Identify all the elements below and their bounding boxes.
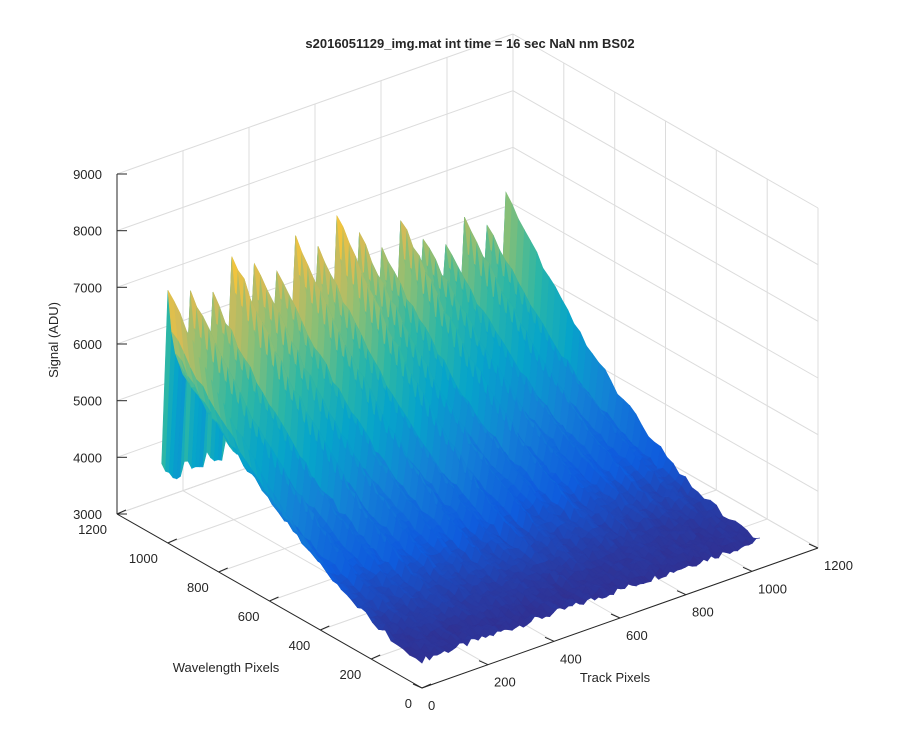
y-tick-label: 1200 <box>78 522 107 537</box>
surface-patch <box>749 537 760 540</box>
x-tick-mark <box>478 660 489 666</box>
tick-labels: 3000400050006000700080009000020040060080… <box>73 167 853 713</box>
grid-line <box>512 146 819 322</box>
z-tick-label: 6000 <box>73 337 102 352</box>
x-tick-mark <box>676 590 687 596</box>
grid-line <box>116 146 514 288</box>
y-tick-mark <box>421 683 432 689</box>
y-tick-mark <box>370 654 381 660</box>
surface-mesh <box>161 191 760 664</box>
x-tick-mark <box>544 636 555 642</box>
grid-line <box>512 90 819 266</box>
grid-line <box>512 203 819 379</box>
x-tick-label: 0 <box>428 698 435 713</box>
y-tick-label: 1000 <box>129 551 158 566</box>
z-tick-label: 4000 <box>73 450 102 465</box>
y-tick-mark <box>269 596 279 602</box>
y-tick-label: 600 <box>238 609 260 624</box>
grid-line <box>116 33 514 175</box>
x-tick-mark <box>412 683 423 689</box>
grid-line <box>116 90 514 232</box>
x-tick-mark <box>808 543 819 549</box>
x-tick-label: 400 <box>560 651 582 666</box>
y-tick-mark <box>167 538 178 544</box>
z-tick-label: 8000 <box>73 224 102 239</box>
x-tick-mark <box>610 613 621 619</box>
z-tick-label: 3000 <box>73 507 102 522</box>
z-axis-label: Signal (ADU) <box>46 302 61 378</box>
x-axis-label: Track Pixels <box>580 670 651 685</box>
y-tick-label: 400 <box>289 638 311 653</box>
x-tick-label: 1200 <box>824 558 853 573</box>
x-tick-label: 1000 <box>758 581 787 596</box>
z-tick-label: 5000 <box>73 394 102 409</box>
grid-line <box>512 33 819 209</box>
y-tick-label: 200 <box>339 667 361 682</box>
chart-title: s2016051129_img.mat int time = 16 sec Na… <box>305 36 634 51</box>
y-tick-label: 0 <box>405 696 412 711</box>
z-tick-label: 9000 <box>73 167 102 182</box>
x-tick-mark <box>742 566 753 572</box>
y-tick-mark <box>116 509 127 515</box>
y-tick-label: 800 <box>187 580 209 595</box>
y-axis-label: Wavelength Pixels <box>173 660 280 675</box>
x-tick-label: 600 <box>626 628 648 643</box>
y-tick-mark <box>218 567 228 573</box>
z-tick-label: 7000 <box>73 280 102 295</box>
surface-patch <box>557 605 570 610</box>
x-tick-label: 200 <box>494 675 516 690</box>
x-tick-label: 800 <box>692 605 714 620</box>
axes-lines <box>116 173 819 689</box>
y-tick-mark <box>320 625 330 631</box>
grid-line <box>512 260 819 436</box>
